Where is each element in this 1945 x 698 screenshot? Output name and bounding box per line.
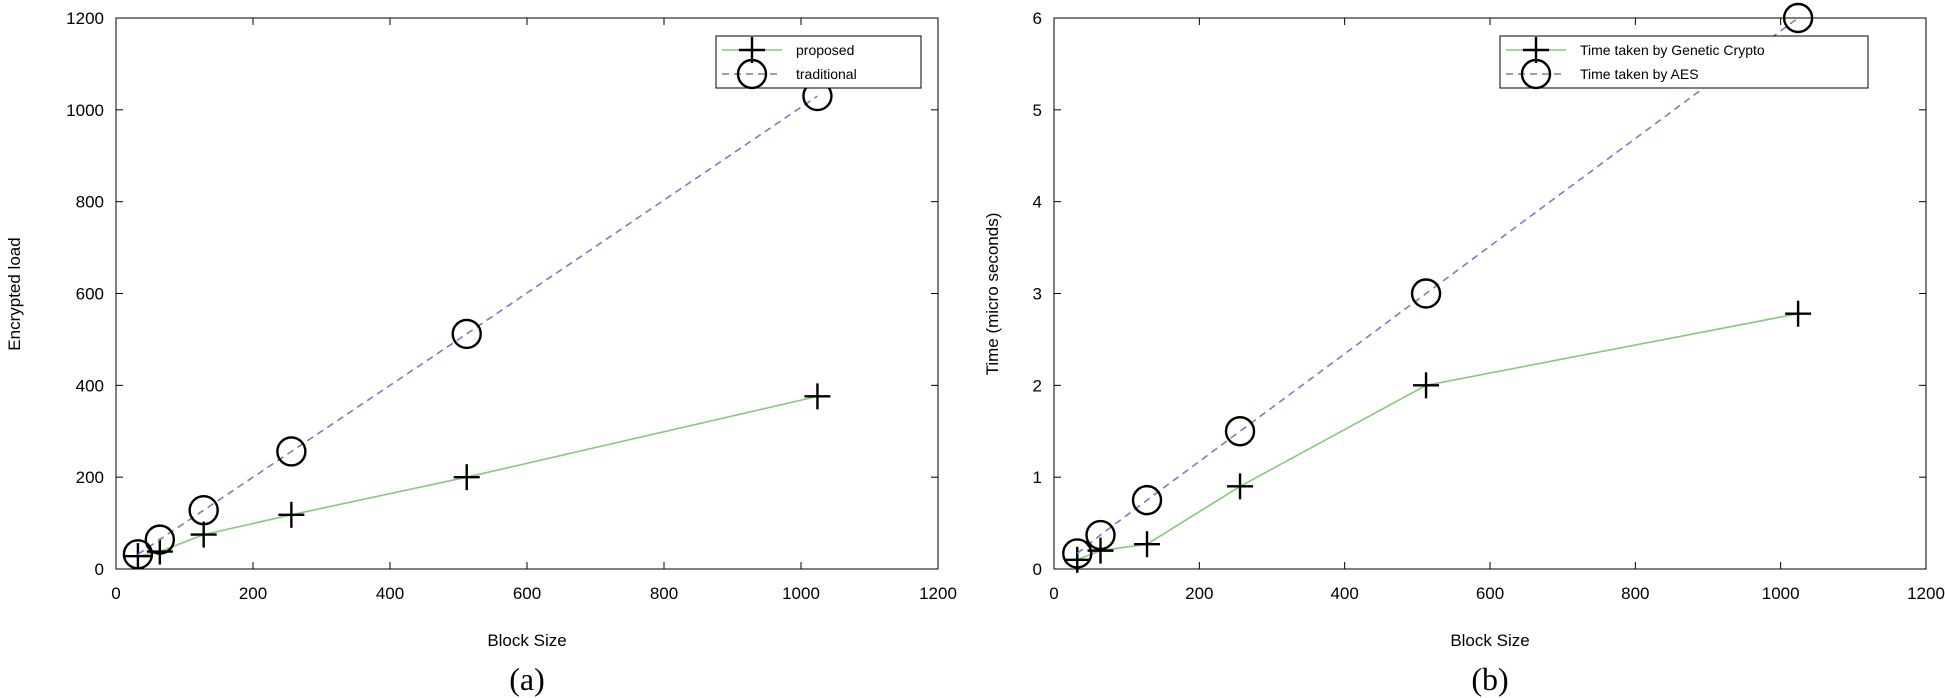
data-point-marker <box>276 436 307 467</box>
legend-box-a <box>715 35 922 89</box>
legend-marker <box>1520 58 1552 90</box>
tick-labels-a: 0 200 400 600 800 1000 1200 0 200 400 600 800 1000 12… <box>66 9 957 603</box>
data-point-marker <box>804 383 831 410</box>
x-tick-label: 1000 <box>782 584 820 603</box>
x-tick-label: 400 <box>1330 584 1358 603</box>
legend-marker <box>1523 37 1549 63</box>
y-tick-label: 4 <box>1033 193 1042 212</box>
data-point-marker <box>1062 538 1093 569</box>
x-axis-label-b: Block Size <box>1450 631 1529 650</box>
data-point-marker <box>124 543 151 570</box>
y-axis-label-a: Encrypted load <box>5 237 24 350</box>
series-dashed <box>122 80 833 570</box>
y-tick-label: 200 <box>76 468 104 487</box>
x-tick-label: 1000 <box>1762 584 1800 603</box>
series-solid <box>124 383 831 570</box>
data-point-marker <box>278 501 305 528</box>
caption-b: (b) <box>1471 661 1508 697</box>
caption-a: (a) <box>509 661 545 697</box>
y-tick-label: 1000 <box>66 101 104 120</box>
data-point-marker <box>451 318 482 350</box>
tick-marks-b <box>1053 17 1927 570</box>
y-tick-label: 800 <box>76 193 104 212</box>
x-tick-label: 1200 <box>1907 584 1945 603</box>
legend-label: proposed <box>796 42 854 58</box>
legend-box-b <box>1499 35 1869 89</box>
x-tick-label: 200 <box>1185 584 1213 603</box>
y-tick-label: 1 <box>1033 468 1042 487</box>
data-point-marker <box>1131 484 1163 516</box>
series-solid <box>1064 300 1812 573</box>
legend-marker <box>736 58 768 90</box>
y-tick-label: 1200 <box>66 9 104 28</box>
x-tick-label: 800 <box>650 584 678 603</box>
y-tick-label: 6 <box>1033 9 1042 28</box>
series-line <box>1076 18 1799 555</box>
x-tick-label: 1200 <box>919 584 957 603</box>
y-tick-label: 2 <box>1033 376 1042 395</box>
data-point-marker <box>1224 416 1256 447</box>
x-tick-label: 200 <box>239 584 267 603</box>
y-axis-label-b: Time (micro seconds) <box>983 213 1002 376</box>
data-point-marker <box>1782 2 1814 34</box>
x-tick-label: 0 <box>1049 584 1058 603</box>
x-tick-label: 600 <box>1476 584 1504 603</box>
legend-marker <box>739 37 765 63</box>
x-tick-label: 600 <box>513 584 541 603</box>
data-point-marker <box>1134 531 1161 558</box>
data-point-marker <box>144 524 176 555</box>
legend-label: Time taken by AES <box>1580 66 1699 82</box>
legend-a: proposed traditional <box>715 35 922 90</box>
data-point-marker <box>1785 300 1812 327</box>
data-point-marker <box>122 539 154 570</box>
y-tick-label: 0 <box>95 560 104 579</box>
x-axis-label-a: Block Size <box>487 631 566 650</box>
series-group-a <box>122 80 833 570</box>
y-tick-label: 600 <box>76 285 104 304</box>
data-point-marker <box>1085 519 1116 551</box>
data-point-marker <box>453 464 480 491</box>
chart-panel-a: 0 200 400 600 800 1000 1200 0 200 400 600 800 1000 12… <box>5 9 957 697</box>
x-tick-label: 400 <box>376 584 404 603</box>
x-tick-label: 0 <box>111 584 120 603</box>
y-tick-label: 0 <box>1033 560 1042 579</box>
legend-label: traditional <box>796 66 857 82</box>
legend-b: Time taken by Genetic Crypto Time taken b… <box>1499 35 1869 90</box>
data-point-marker <box>1227 473 1254 500</box>
data-point-marker <box>190 521 217 548</box>
plot-area-b <box>1053 17 1927 570</box>
tick-labels-b: 0 200 400 600 800 1000 1200 0 1 2 3 4 5 6 <box>1033 9 1945 603</box>
y-tick-label: 5 <box>1033 101 1042 120</box>
series-line <box>1077 312 1799 561</box>
data-point-marker <box>188 495 219 526</box>
y-tick-label: 3 <box>1033 285 1042 304</box>
y-tick-label: 400 <box>76 376 104 395</box>
series-group-b <box>1062 2 1814 573</box>
data-point-marker <box>1413 372 1440 399</box>
data-point-marker <box>1410 278 1442 309</box>
tick-marks-a <box>115 17 939 570</box>
x-tick-label: 800 <box>1621 584 1649 603</box>
series-dashed <box>1062 2 1814 569</box>
legend-label: Time taken by Genetic Crypto <box>1580 42 1765 58</box>
